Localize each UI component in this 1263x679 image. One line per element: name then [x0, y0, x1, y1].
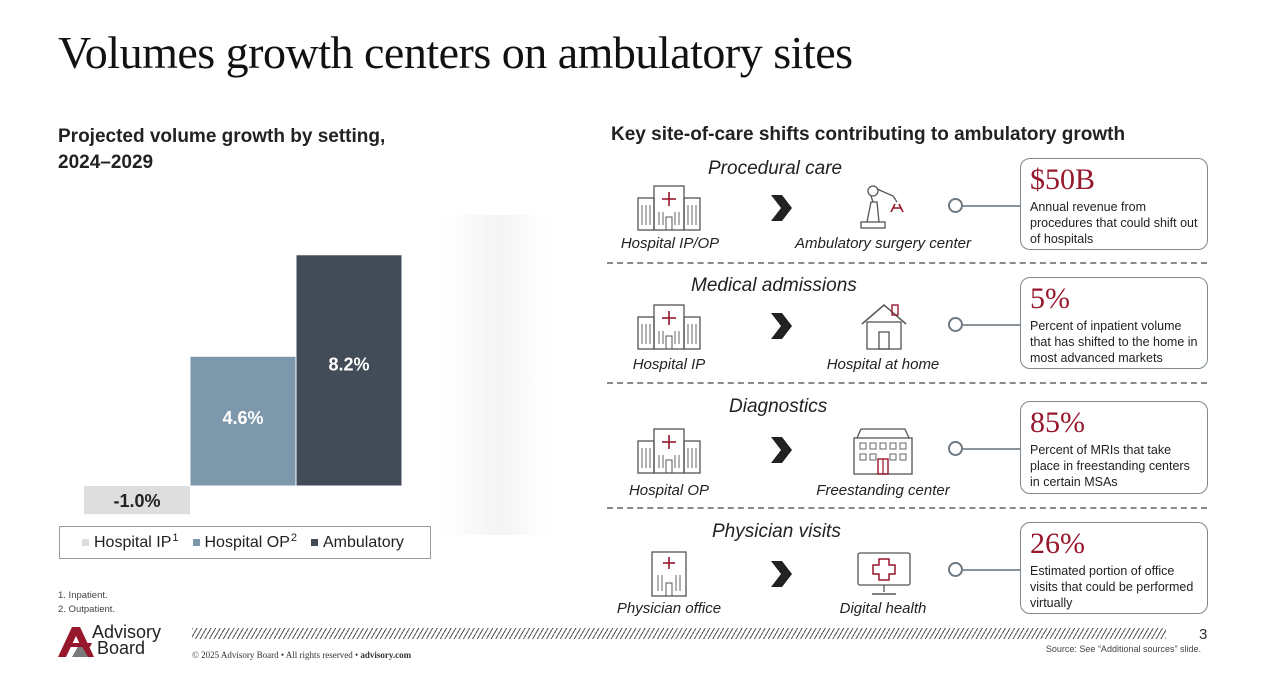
legend-swatch-ambulatory: [311, 539, 318, 546]
legend-item-ambulatory: Ambulatory: [311, 534, 404, 552]
shift-to-label-procedural: Ambulatory surgery center: [795, 235, 971, 252]
callout-stat-medical: 5%: [1030, 282, 1070, 315]
bar-label-hospital-op: 4.6%: [222, 408, 263, 428]
callout-text-physician: Estimated portion of office visits that …: [1030, 564, 1194, 610]
callout-text-diagnostics: Percent of MRIs that take place in frees…: [1030, 443, 1190, 489]
footnote-1: 1. Inpatient.: [58, 590, 108, 601]
chevron-right-icon: [771, 561, 792, 587]
legend-swatch-hospital-op: [192, 539, 200, 546]
callout-box-procedural: $50B Annual revenue from procedures that…: [1020, 158, 1208, 250]
house-icon: [861, 304, 907, 350]
chart-subtitle-line2: 2024–2029: [58, 152, 154, 173]
chevron-right-icon: [771, 313, 792, 339]
shift-from-label-physician: Physician office: [616, 600, 722, 617]
monitor-cross-icon: [857, 552, 911, 595]
chart-subtitle: Projected volume growth by setting, 2024…: [58, 124, 478, 176]
legend-item-hospital-ip: Hospital IP 1: [82, 531, 179, 552]
callout-box-physician: 26% Estimated portion of office visits t…: [1020, 522, 1208, 614]
chevron-right-icon: [771, 195, 792, 221]
chart-subtitle-line1: Projected volume growth by setting,: [58, 126, 386, 147]
connector-dot: [948, 441, 963, 456]
footnote-2: 2. Outpatient.: [58, 604, 116, 615]
copyright-text: © 2025 Advisory Board • All rights reser…: [192, 650, 361, 660]
callout-stat-physician: 26%: [1030, 527, 1085, 560]
website-link[interactable]: advisory.com: [360, 650, 412, 660]
bar-chart: -1.0% 4.6% 8.2%: [84, 254, 403, 515]
legend-label-hospital-ip: Hospital IP: [94, 533, 172, 551]
chevron-right-icon: [771, 437, 792, 463]
connector-line: [963, 569, 1021, 571]
legend-sup-hospital-ip: 1: [172, 531, 179, 544]
connector-line: [963, 205, 1021, 207]
connector-line: [963, 324, 1021, 326]
shift-heading-medical-admissions: Medical admissions: [691, 275, 857, 296]
bar-label-hospital-ip: -1.0%: [113, 491, 160, 511]
bar-hospital-op: [189, 355, 297, 487]
callout-stat-diagnostics: 85%: [1030, 406, 1085, 439]
connector-dot: [948, 562, 963, 577]
source-note: Source: See “Additional sources” slide.: [1045, 644, 1201, 654]
section-divider: [607, 262, 1207, 264]
callout-stat-procedural: $50B: [1030, 163, 1096, 196]
shift-heading-physician-visits: Physician visits: [712, 521, 841, 542]
callout-text-medical: Percent of inpatient volume that has shi…: [1030, 319, 1198, 365]
copyright: © 2025 Advisory Board • All rights reser…: [192, 650, 411, 660]
chart-legend: Hospital IP 1 Hospital OP 2 Ambulatory: [59, 526, 431, 559]
callout-box-medical: 5% Percent of inpatient volume that has …: [1020, 277, 1208, 369]
callout-text-procedural: Annual revenue from procedures that coul…: [1030, 200, 1198, 246]
chart-shadow: [440, 215, 550, 535]
connector-dot: [948, 198, 963, 213]
shift-to-label-diagnostics: Freestanding center: [816, 482, 950, 499]
advisory-board-logo: [58, 627, 94, 657]
shift-to-label-medical: Hospital at home: [826, 356, 940, 373]
shift-from-label-medical: Hospital IP: [632, 356, 706, 373]
slide-title: Volumes growth centers on ambulatory sit…: [58, 27, 853, 78]
physician-office-icon: [651, 551, 687, 597]
shift-heading-diagnostics: Diagnostics: [729, 396, 828, 417]
logo-text-board: Board: [97, 638, 146, 658]
legend-label-ambulatory: Ambulatory: [323, 533, 404, 551]
connector-dot: [948, 317, 963, 332]
shift-heading-procedural-care: Procedural care: [708, 158, 843, 179]
footnotes: 1. Inpatient. 2. Outpatient.: [58, 589, 115, 617]
robotic-arm-icon: [860, 185, 904, 229]
bar-hospital-ip: [84, 486, 190, 515]
legend-swatch-hospital-ip: [82, 539, 89, 546]
shift-from-label-diagnostics: Hospital OP: [628, 482, 710, 499]
connector-line: [963, 448, 1021, 450]
shift-to-label-physician: Digital health: [839, 600, 927, 617]
legend-label-hospital-op: Hospital OP: [204, 533, 290, 551]
hospital-icon: [637, 185, 701, 231]
hospital-icon: [637, 304, 701, 350]
freestanding-building-icon: [853, 428, 913, 475]
logo-text-advisory: Advisory: [92, 622, 162, 642]
bar-label-ambulatory: 8.2%: [328, 354, 369, 374]
bar-ambulatory: [295, 254, 403, 487]
section-divider: [607, 382, 1207, 384]
legend-sup-hospital-op: 2: [290, 531, 297, 544]
shift-from-label-procedural: Hospital IP/OP: [620, 235, 720, 252]
callout-box-diagnostics: 85% Percent of MRIs that take place in f…: [1020, 401, 1208, 494]
legend-item-hospital-op: Hospital OP 2: [192, 531, 297, 552]
footer-hatch-rule: [192, 628, 1166, 639]
section-divider: [607, 507, 1207, 509]
shifts-subtitle: Key site-of-care shifts contributing to …: [611, 124, 1126, 145]
page-number: 3: [1199, 626, 1208, 643]
hospital-icon: [637, 428, 701, 474]
